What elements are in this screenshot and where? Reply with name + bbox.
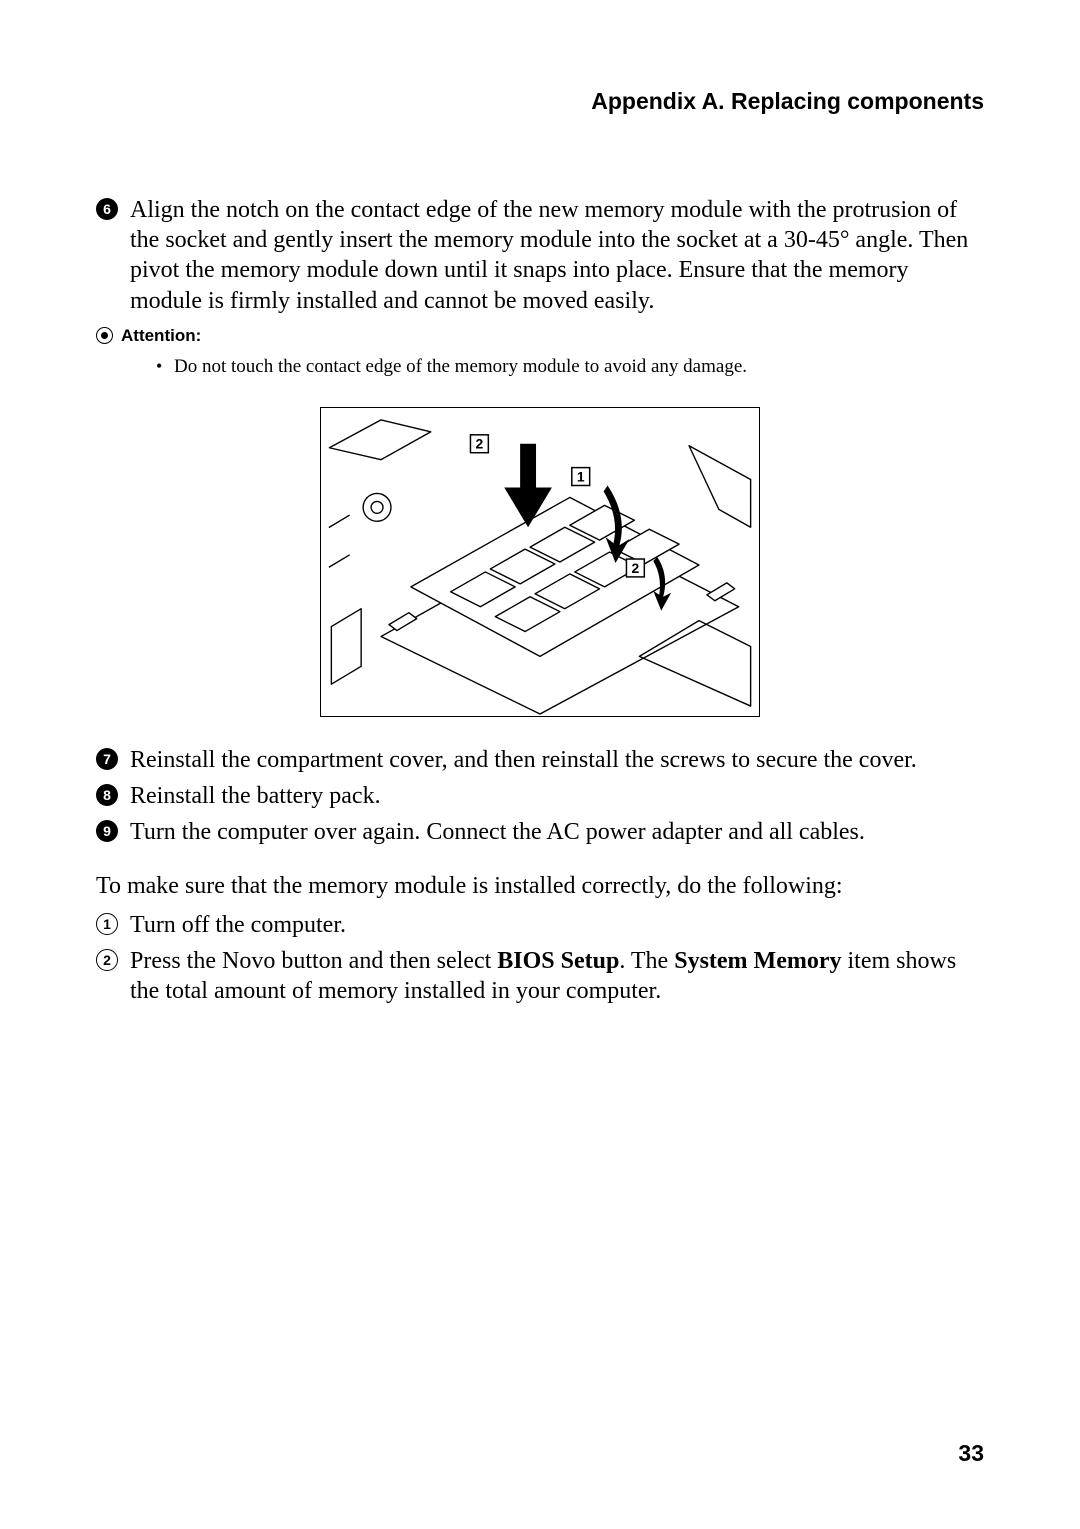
step-number-icon: 1 [96,913,118,935]
bold-run: System Memory [674,948,841,974]
step-number-icon: 9 [96,820,118,842]
bold-run: BIOS Setup [497,948,619,974]
page-number: 33 [958,1440,984,1467]
figure-marker: 2 [632,559,640,575]
step-6: 6 Align the notch on the contact edge of… [96,195,984,316]
verify-step-1: 1 Turn off the computer. [96,910,984,940]
attention-bullet-text: Do not touch the contact edge of the mem… [174,354,747,381]
verify-intro: To make sure that the memory module is i… [96,871,984,902]
step-number-icon: 7 [96,748,118,770]
step-body: Reinstall the battery pack. [130,781,984,811]
attention-bullet: • Do not touch the contact edge of the m… [96,354,984,381]
text-run: Press the Novo button and then select [130,948,497,974]
memory-module-diagram: 2 1 2 [320,407,760,717]
step-body: Turn the computer over again. Connect th… [130,817,984,847]
step-body: Align the notch on the contact edge of t… [130,195,984,316]
step-body: Reinstall the compartment cover, and the… [130,745,984,775]
step-9: 9 Turn the computer over again. Connect … [96,817,984,847]
step-7: 7 Reinstall the compartment cover, and t… [96,745,984,775]
attention-icon [96,327,113,344]
step-body: Turn off the computer. [130,910,984,940]
verify-step-2: 2 Press the Novo button and then select … [96,946,984,1006]
figure-marker: 2 [476,435,484,451]
figure-marker: 1 [577,468,585,484]
bullet-dot-icon: • [156,354,174,379]
step-number-icon: 6 [96,198,118,220]
step-number-icon: 2 [96,949,118,971]
step-number-icon: 8 [96,784,118,806]
attention-label: Attention: [121,326,201,346]
attention-label-row: Attention: [96,326,984,346]
step-body: Press the Novo button and then select BI… [130,946,984,1006]
page-header: Appendix A. Replacing components [96,88,984,115]
text-run: . The [619,948,674,974]
step-8: 8 Reinstall the battery pack. [96,781,984,811]
